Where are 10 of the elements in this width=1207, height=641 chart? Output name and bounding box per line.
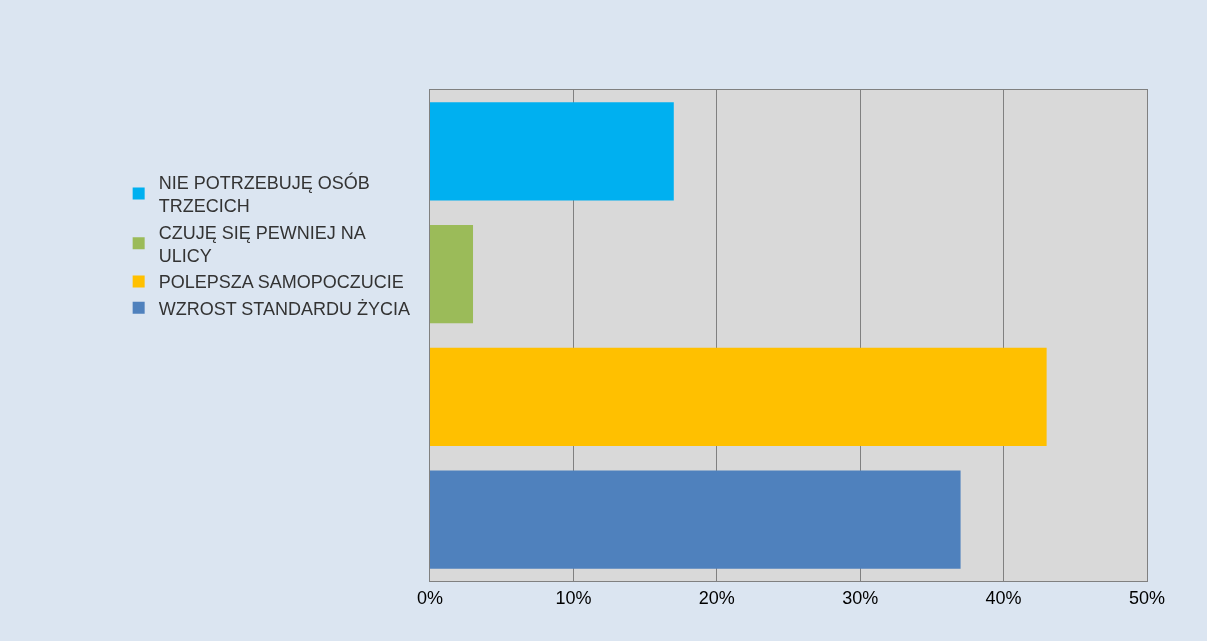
x-tick-label: 0%	[416, 587, 444, 608]
x-tick-label: 10%	[555, 587, 592, 608]
legend-label: POLEPSZA SAMOPOCZUCIE	[158, 272, 404, 293]
x-tick-label: 50%	[1128, 587, 1166, 608]
x-tick-label: 30%	[842, 587, 879, 608]
x-tick-label: 20%	[698, 587, 735, 608]
legend-label: CZUJĘ SIĘ PEWNIEJ NA ULICY	[158, 222, 366, 267]
x-tick-label: 40%	[985, 587, 1022, 608]
legend-label: NIE POTRZEBUJĘ OSÓB TRZECICH	[158, 171, 370, 217]
legend-label: WZROST STANDARDU ŻYCIA	[158, 298, 410, 319]
